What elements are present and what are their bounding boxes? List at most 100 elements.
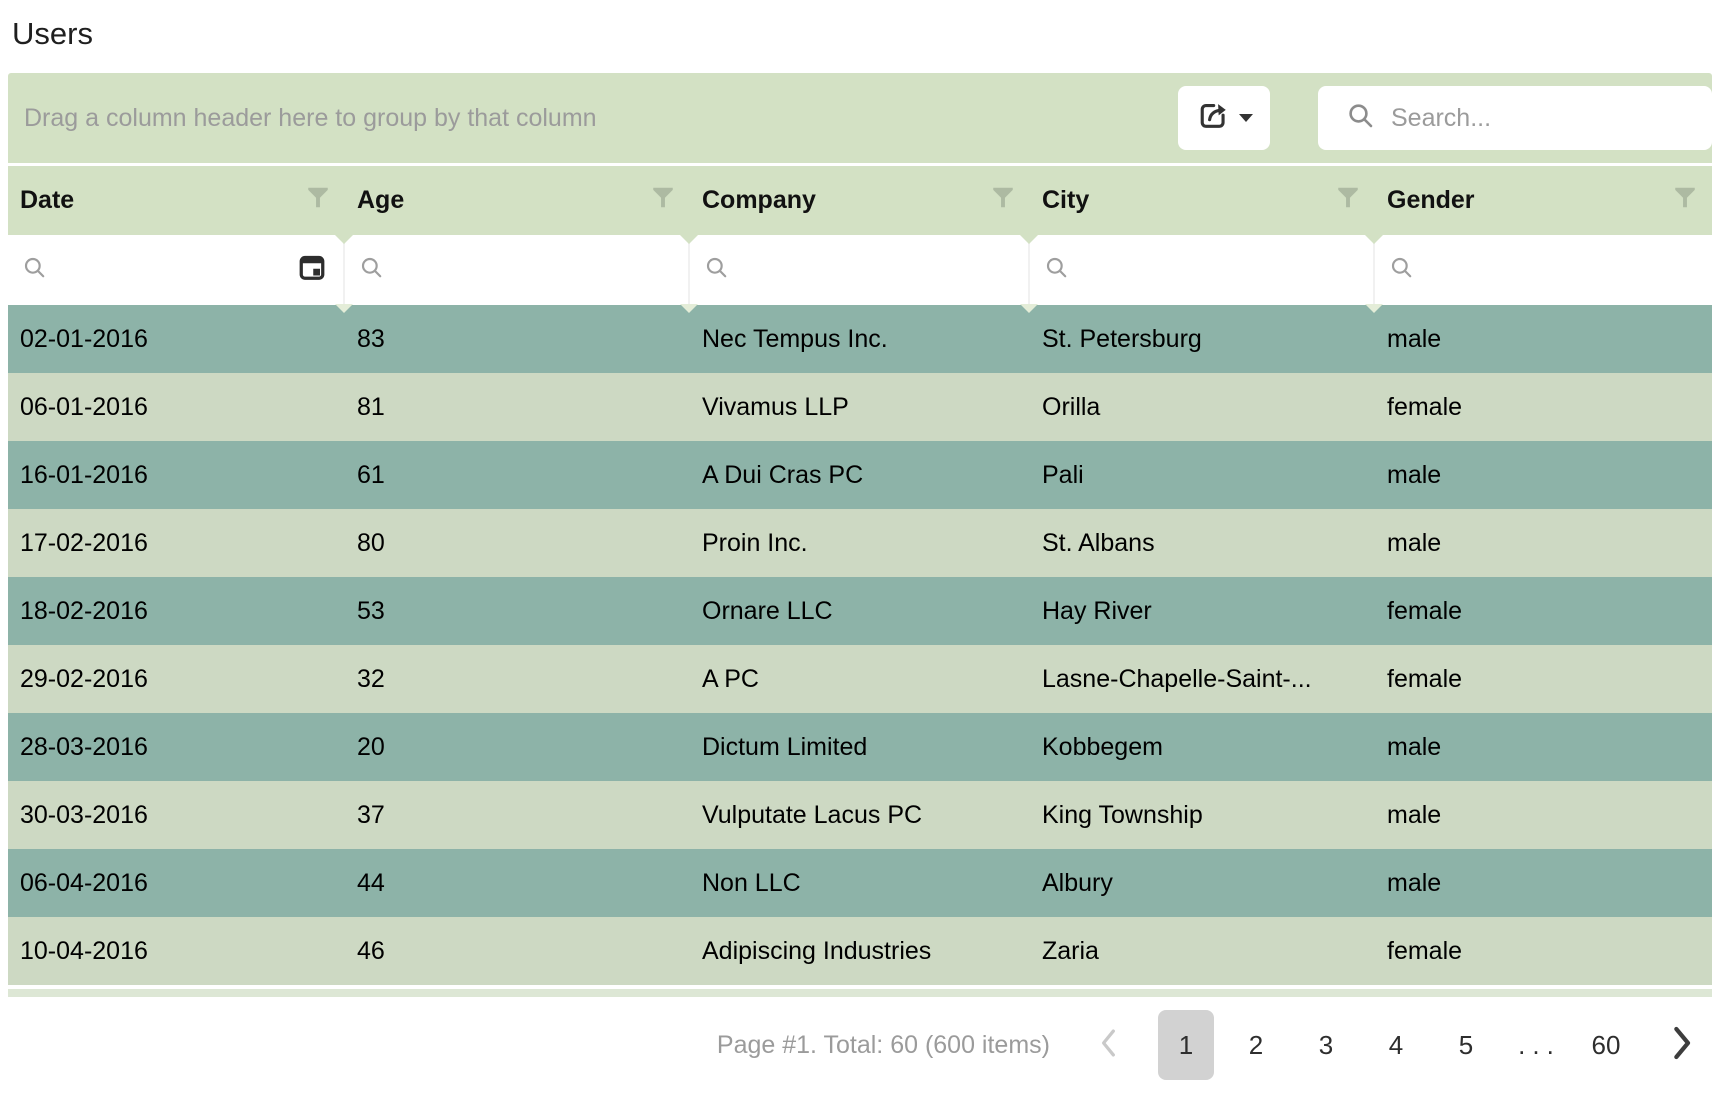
cell-city: Zaria [1042,936,1099,965]
filter-cell-age [345,235,698,313]
column-label: Date [20,186,75,214]
cell-age: 81 [357,392,385,421]
column-header-age[interactable]: Age [345,166,690,235]
filter-input-city[interactable] [1082,255,1373,285]
table-row[interactable]: 28-03-2016 20 Dictum Limited Kobbegem ma… [8,713,1712,781]
cell-date: 17-02-2016 [20,528,148,557]
page-button-60[interactable]: 60 [1591,1029,1621,1060]
column-label: Age [357,186,405,214]
page-button-3[interactable]: 3 [1318,1029,1334,1060]
dropdown-caret-icon [1238,114,1253,122]
cell-city: Albury [1042,868,1113,897]
pager-info: Page #1. Total: 60 (600 items) [716,1030,1050,1059]
page-button-4[interactable]: 4 [1388,1029,1404,1060]
cell-company: A PC [702,664,759,693]
next-page-button[interactable] [1664,1021,1698,1069]
filter-input-company[interactable] [742,255,1028,285]
divider [8,163,1712,166]
cell-company: Vivamus LLP [702,392,849,421]
cell-city: Orilla [1042,392,1101,421]
cell-age: 46 [357,936,385,965]
cell-age: 80 [357,528,385,557]
divider [8,985,1712,989]
cell-city: Pali [1042,460,1084,489]
pager: Page #1. Total: 60 (600 items) 1 2 3 4 5… [8,1005,1712,1085]
filter-row [8,235,1712,313]
cell-city: King Township [1042,800,1203,829]
cell-gender: female [1387,392,1463,421]
filter-input-gender[interactable] [1427,255,1712,285]
filter-icon[interactable] [650,184,676,217]
cell-city: Lasne-Chapelle-Saint-... [1042,664,1312,693]
filter-icon[interactable] [1672,184,1698,217]
table-row[interactable]: 16-01-2016 61 A Dui Cras PC Pali male [8,441,1712,509]
cell-company: Dictum Limited [702,732,868,761]
cell-age: 83 [357,324,385,353]
search-icon [1346,101,1376,136]
search-icon [1389,255,1415,286]
search-icon [1044,255,1070,286]
cell-date: 29-02-2016 [20,664,148,693]
cell-age: 32 [357,664,385,693]
filter-icon[interactable] [1335,184,1361,217]
group-panel-hint: Drag a column header here to group by th… [24,103,597,132]
search-box[interactable] [1318,86,1713,150]
cell-company: Ornare LLC [702,596,833,625]
column-header-date[interactable]: Date [8,166,345,235]
cell-age: 44 [357,868,385,897]
cell-gender: male [1387,800,1442,829]
pager-ellipsis: ... [1518,1029,1561,1060]
cell-city: Kobbegem [1042,732,1163,761]
cell-company: Vulputate Lacus PC [702,800,923,829]
cell-gender: male [1387,868,1442,897]
cell-date: 28-03-2016 [20,732,148,761]
column-header-city[interactable]: City [1030,166,1375,235]
chevron-left-icon [1096,1025,1122,1066]
header-row: Date Age Company City [8,166,1712,235]
table-row[interactable]: 06-04-2016 44 Non LLC Albury male [8,849,1712,917]
filter-icon[interactable] [305,184,331,217]
page-button-2[interactable]: 2 [1248,1029,1264,1060]
filter-input-age[interactable] [397,255,688,285]
filter-cell-date [8,235,353,313]
export-button[interactable] [1178,86,1270,150]
column-label: Gender [1387,186,1475,214]
table-row[interactable]: 18-02-2016 53 Ornare LLC Hay River femal… [8,577,1712,645]
filter-input-date[interactable] [60,255,343,285]
column-header-gender[interactable]: Gender [1375,166,1712,235]
table-row[interactable]: 02-01-2016 83 Nec Tempus Inc. St. Peters… [8,305,1712,373]
cell-age: 37 [357,800,385,829]
table-row[interactable]: 06-01-2016 81 Vivamus LLP Orilla female [8,373,1712,441]
cell-date: 02-01-2016 [20,324,148,353]
cell-date: 18-02-2016 [20,596,148,625]
filter-cell-gender [1375,235,1712,305]
page-title: Users [12,16,93,51]
filter-icon[interactable] [990,184,1016,217]
prev-page-button[interactable] [1092,1021,1126,1069]
cell-company: Proin Inc. [702,528,808,557]
page-button-1[interactable]: 1 [1158,1010,1214,1080]
cell-date: 06-04-2016 [20,868,148,897]
cell-date: 16-01-2016 [20,460,148,489]
table-row[interactable]: 10-04-2016 46 Adipiscing Industries Zari… [8,917,1712,985]
cell-age: 20 [357,732,385,761]
filter-cell-company [690,235,1038,313]
page-button-5[interactable]: 5 [1458,1029,1474,1060]
cell-gender: male [1387,324,1442,353]
search-icon [359,255,385,286]
filter-cell-city [1030,235,1383,313]
page-list: 1 2 3 4 5 ... 60 [1158,1010,1634,1080]
calendar-icon[interactable] [297,253,327,288]
table-row[interactable]: 30-03-2016 37 Vulputate Lacus PC King To… [8,781,1712,849]
search-input[interactable] [1391,103,1713,133]
cell-company: Non LLC [702,868,801,897]
column-header-company[interactable]: Company [690,166,1030,235]
table-row[interactable]: 17-02-2016 80 Proin Inc. St. Albans male [8,509,1712,577]
cell-company: Nec Tempus Inc. [702,324,888,353]
cell-age: 61 [357,460,385,489]
cell-gender: male [1387,732,1442,761]
cell-date: 10-04-2016 [20,936,148,965]
cell-gender: female [1387,596,1463,625]
table-row[interactable]: 29-02-2016 32 A PC Lasne-Chapelle-Saint-… [8,645,1712,713]
